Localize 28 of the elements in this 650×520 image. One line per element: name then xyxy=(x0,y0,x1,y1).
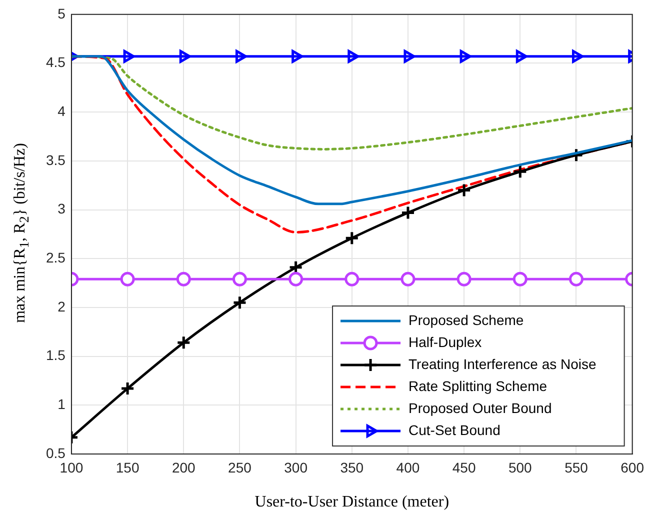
x-tick-label: 550 xyxy=(564,459,588,476)
x-tick-label: 500 xyxy=(508,459,532,476)
legend-label: Proposed Scheme xyxy=(408,312,524,328)
x-axis-title: User-to-User Distance (meter) xyxy=(254,494,450,511)
legend-label: Cut-Set Bound xyxy=(408,422,500,438)
legend-label: Treating Interference as Noise xyxy=(408,356,597,372)
y-tick-label: 4.5 xyxy=(46,54,66,70)
x-tick-label: 150 xyxy=(116,459,140,476)
y-tick-label: 2.5 xyxy=(46,249,66,266)
y-tick-label: 1 xyxy=(58,396,66,412)
y-tick-label: 4 xyxy=(58,102,66,119)
legend-label: Half-Duplex xyxy=(408,334,482,350)
x-tick-label: 450 xyxy=(452,459,476,476)
x-tick-label: 250 xyxy=(228,459,252,476)
y-tick-label: 0.5 xyxy=(46,444,66,461)
x-tick-label: 300 xyxy=(284,459,308,476)
y-tick-label: 3 xyxy=(58,200,66,217)
x-tick-label: 200 xyxy=(172,459,196,476)
legend-label: Rate Splitting Scheme xyxy=(408,378,548,394)
y-tick-label: 3.5 xyxy=(46,152,66,168)
y-tick-label: 2 xyxy=(58,298,66,314)
x-tick-label: 350 xyxy=(340,459,364,476)
x-tick-label: 100 xyxy=(60,459,84,476)
y-tick-label: 1.5 xyxy=(46,347,66,364)
x-tick-label: 600 xyxy=(620,459,644,476)
y-tick-label: 5 xyxy=(58,5,66,22)
x-tick-label: 400 xyxy=(396,459,420,476)
legend-label: Proposed Outer Bound xyxy=(408,400,552,416)
